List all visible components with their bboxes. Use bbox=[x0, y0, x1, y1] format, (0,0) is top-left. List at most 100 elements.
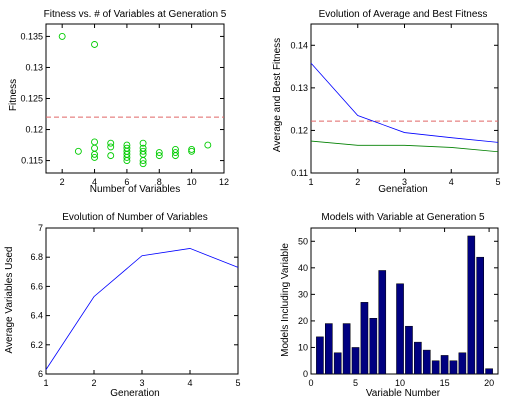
y-axis-label: Models Including Variable bbox=[280, 243, 291, 357]
x-tick-label: 15 bbox=[440, 378, 450, 388]
x-tick-label: 1 bbox=[43, 378, 48, 388]
scatter-point bbox=[172, 149, 179, 156]
scatter-point bbox=[139, 147, 147, 155]
bar bbox=[476, 256, 485, 375]
x-axis-label: Number of Variables bbox=[90, 184, 180, 195]
y-tick-label: 20 bbox=[298, 316, 308, 326]
chart-title: Fitness vs. # of Variables at Generation… bbox=[44, 9, 227, 20]
x-tick-label: 20 bbox=[484, 378, 494, 388]
bar bbox=[369, 318, 378, 375]
panel-variables-evolution: Evolution of Number of Variables Generat… bbox=[4, 212, 241, 399]
y-tick-label: 0.115 bbox=[21, 156, 43, 166]
plot-frame bbox=[45, 23, 225, 174]
x-tick-label: 4 bbox=[187, 378, 192, 388]
chart-title: Evolution of Number of Variables bbox=[62, 212, 207, 223]
x-tick-label: 10 bbox=[395, 378, 405, 388]
x-tick-label: 1 bbox=[308, 177, 313, 187]
scatter-point bbox=[139, 139, 147, 147]
y-tick-label: 0.12 bbox=[25, 125, 43, 135]
bar bbox=[378, 270, 387, 375]
bar bbox=[414, 341, 422, 375]
x-tick-label: 8 bbox=[157, 177, 162, 187]
scatter-point bbox=[74, 147, 82, 155]
scatter-point bbox=[58, 32, 66, 40]
scatter-point bbox=[188, 145, 196, 153]
bar bbox=[405, 325, 413, 375]
bar bbox=[316, 336, 324, 375]
scatter-point bbox=[155, 149, 163, 156]
x-tick-label: 4 bbox=[92, 177, 97, 187]
x-axis-label: Generation bbox=[110, 388, 159, 399]
y-tick-label: 0.11 bbox=[291, 168, 308, 178]
y-tick-label: 30 bbox=[298, 289, 308, 299]
x-tick-label: 5 bbox=[495, 177, 500, 187]
bar bbox=[449, 360, 458, 375]
bar bbox=[360, 302, 369, 375]
bar bbox=[351, 347, 360, 375]
y-tick-label: 6.6 bbox=[30, 281, 43, 291]
scatter-point bbox=[91, 154, 98, 161]
bar bbox=[440, 355, 449, 375]
chart-title: Models with Variable at Generation 5 bbox=[321, 212, 485, 223]
y-tick-label: 7 bbox=[38, 223, 43, 233]
scatter-point bbox=[188, 147, 196, 155]
scatter-point bbox=[204, 141, 212, 149]
y-tick-label: 6.4 bbox=[30, 311, 43, 321]
x-tick-label: 2 bbox=[91, 378, 96, 388]
scatter-point bbox=[107, 139, 115, 147]
scatter-point bbox=[123, 154, 131, 161]
x-axis-label: Generation bbox=[378, 184, 427, 195]
scatter-point bbox=[139, 160, 147, 168]
y-axis-label: Average and Best Fitness bbox=[272, 38, 283, 152]
y-tick-label: 6.8 bbox=[30, 252, 43, 262]
x-tick-label: 4 bbox=[449, 177, 454, 187]
x-tick-label: 5 bbox=[235, 378, 240, 388]
y-tick-label: 6 bbox=[38, 369, 43, 379]
y-axis-label: Average Variables Used bbox=[4, 247, 15, 354]
y-tick-label: 0.12 bbox=[290, 125, 308, 135]
bar bbox=[431, 360, 440, 375]
x-axis-label: Variable Number bbox=[366, 388, 441, 399]
y-tick-label: 6.2 bbox=[30, 340, 43, 350]
scatter-point bbox=[172, 152, 179, 160]
x-tick-label: 2 bbox=[60, 177, 65, 187]
series-line bbox=[45, 248, 239, 370]
chart-title: Evolution of Average and Best Fitness bbox=[319, 9, 488, 20]
scatter-point bbox=[91, 150, 98, 158]
scatter-point bbox=[139, 157, 147, 165]
plot-frame bbox=[310, 23, 499, 174]
y-axis-label: Fitness bbox=[8, 79, 19, 111]
scatter-point bbox=[155, 152, 163, 160]
y-tick-label: 0.13 bbox=[290, 83, 308, 93]
bar bbox=[342, 323, 351, 375]
scatter-point bbox=[123, 157, 131, 165]
bar bbox=[333, 352, 342, 375]
panel-fitness-scatter: Fitness vs. # of Variables at Generation… bbox=[8, 9, 229, 195]
scatter-point bbox=[91, 41, 98, 48]
y-tick-label: 0.13 bbox=[25, 62, 43, 72]
x-tick-label: 10 bbox=[187, 177, 197, 187]
bar bbox=[485, 368, 493, 375]
x-tick-label: 12 bbox=[219, 177, 229, 187]
y-tick-label: 40 bbox=[298, 263, 308, 273]
x-tick-label: 0 bbox=[308, 378, 313, 388]
y-tick-label: 50 bbox=[298, 236, 308, 246]
y-tick-label: 0 bbox=[303, 369, 308, 379]
y-tick-label: 0.14 bbox=[290, 40, 308, 50]
panel-fitness-evolution: Evolution of Average and Best Fitness Ge… bbox=[272, 9, 501, 195]
x-tick-label: 2 bbox=[355, 177, 360, 187]
panel-variable-counts: Models with Variable at Generation 5 Var… bbox=[280, 212, 499, 399]
y-tick-label: 0.125 bbox=[20, 94, 43, 104]
scatter-point bbox=[107, 143, 115, 151]
bar bbox=[458, 352, 467, 375]
plot-frame bbox=[45, 227, 239, 375]
scatter-point bbox=[107, 152, 115, 160]
bar bbox=[467, 235, 476, 375]
bar bbox=[422, 349, 431, 375]
x-tick-label: 6 bbox=[124, 177, 129, 187]
y-tick-label: 10 bbox=[298, 342, 308, 352]
x-tick-label: 3 bbox=[402, 177, 407, 187]
x-tick-label: 5 bbox=[353, 378, 358, 388]
y-tick-label: 0.135 bbox=[20, 31, 43, 41]
